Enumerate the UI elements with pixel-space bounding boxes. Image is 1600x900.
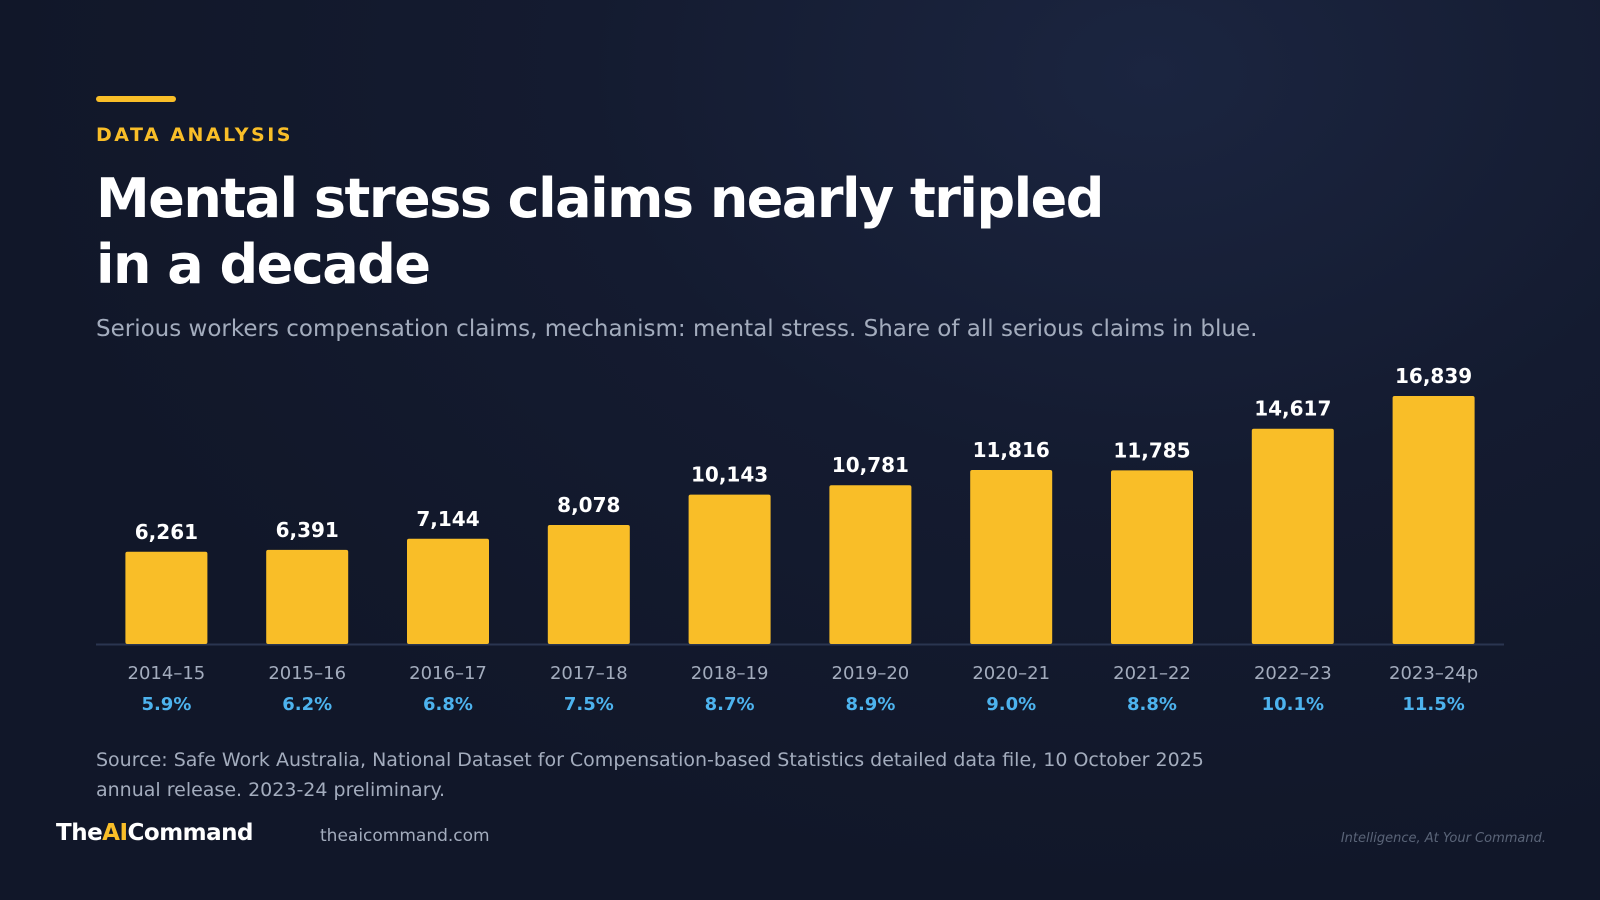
- bar-value-label: 16,839: [1395, 364, 1472, 388]
- bar-value-label: 10,781: [832, 453, 909, 477]
- bar: [688, 494, 771, 644]
- bar-value-label: 6,391: [276, 518, 339, 542]
- share-label: 8.7%: [705, 694, 755, 715]
- bar-value-label: 14,617: [1254, 397, 1331, 421]
- share-label: 7.5%: [564, 694, 614, 715]
- bar-value-label: 6,261: [135, 520, 198, 544]
- share-label: 5.9%: [141, 694, 191, 715]
- bar-value-label: 11,785: [1113, 438, 1190, 462]
- x-tick-label: 2016–17: [409, 663, 487, 684]
- accent-bar: [96, 96, 176, 102]
- share-label: 8.8%: [1127, 694, 1177, 715]
- bar: [266, 549, 349, 644]
- x-tick-label: 2015–16: [268, 663, 346, 684]
- x-tick-label: 2023–24p: [1389, 663, 1478, 684]
- share-label: 11.5%: [1402, 694, 1464, 715]
- bar: [1111, 470, 1193, 644]
- eyebrow-label: DATA ANALYSIS: [96, 124, 293, 146]
- logo-text-command: Command: [127, 820, 254, 846]
- bar: [1392, 396, 1475, 644]
- bar: [547, 525, 630, 644]
- bar: [125, 551, 208, 644]
- website-link[interactable]: theaicommand.com: [320, 826, 490, 846]
- share-label: 10.1%: [1262, 694, 1324, 715]
- x-tick-label: 2021–22: [1113, 663, 1191, 684]
- logo-text-ai: AI: [102, 820, 128, 846]
- x-tick-label: 2020–21: [972, 663, 1050, 684]
- tagline: Intelligence, At Your Command.: [1340, 831, 1546, 846]
- bar: [829, 485, 912, 644]
- brand-logo[interactable]: TheAICommand: [56, 820, 254, 846]
- share-label: 6.2%: [282, 694, 332, 715]
- chart-subtitle: Serious workers compensation claims, mec…: [96, 316, 1258, 342]
- logo-text-the: The: [56, 820, 103, 846]
- bar-value-label: 10,143: [691, 463, 768, 487]
- chart-title: Mental stress claims nearly tripled in a…: [96, 167, 1104, 296]
- share-label: 9.0%: [986, 694, 1036, 715]
- x-tick-label: 2018–19: [691, 663, 769, 684]
- x-tick-label: 2014–15: [128, 663, 206, 684]
- bar: [407, 538, 489, 644]
- bar: [970, 470, 1053, 644]
- bar: [1251, 428, 1334, 644]
- x-tick-label: 2017–18: [550, 663, 628, 684]
- bar-value-label: 11,816: [973, 438, 1050, 462]
- share-label: 8.9%: [845, 694, 895, 715]
- bar-value-label: 8,078: [557, 493, 620, 517]
- x-tick-label: 2019–20: [832, 663, 910, 684]
- share-label: 6.8%: [423, 694, 473, 715]
- source-note: Source: Safe Work Australia, National Da…: [96, 749, 1204, 801]
- x-tick-label: 2022–23: [1254, 663, 1332, 684]
- bar-value-label: 7,144: [416, 507, 479, 531]
